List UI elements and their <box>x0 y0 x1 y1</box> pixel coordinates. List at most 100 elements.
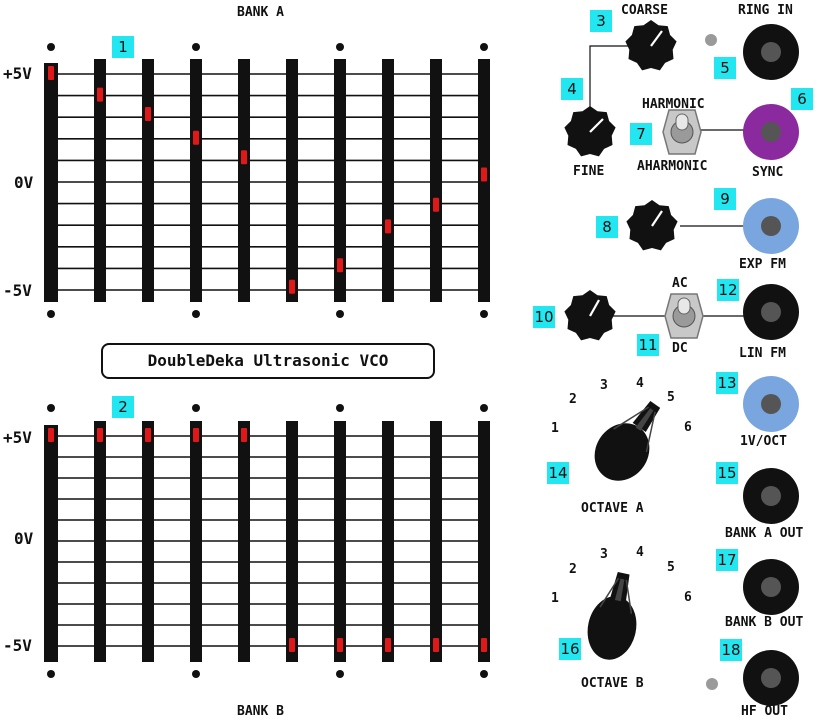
bank-b-out-label: BANK B OUT <box>725 615 804 630</box>
mount-dot <box>192 670 200 678</box>
slider-track[interactable] <box>286 421 298 662</box>
slider-handle-led[interactable] <box>193 428 199 442</box>
octave-b-number-6: 6 <box>684 590 692 605</box>
slider-handle-led[interactable] <box>193 130 199 145</box>
slider-track[interactable] <box>142 421 154 662</box>
hf-out-jack[interactable] <box>743 650 799 706</box>
slider-handle-led[interactable] <box>241 150 247 165</box>
badge-15: 15 <box>716 462 738 484</box>
sync-jack[interactable] <box>743 104 799 160</box>
mount-dot <box>47 404 55 412</box>
hf-out-label: HF OUT <box>741 704 788 719</box>
slider-handle-led[interactable] <box>289 638 295 652</box>
badge-11: 11 <box>637 334 659 356</box>
slider-track[interactable] <box>430 59 442 302</box>
slider-handle-led[interactable] <box>385 219 391 234</box>
slider-track[interactable] <box>190 421 202 662</box>
octave-b-label: OCTAVE B <box>581 676 644 691</box>
bank-b-out-jack[interactable] <box>743 559 799 615</box>
slider-handle-led[interactable] <box>48 428 54 442</box>
bank-a-out-jack[interactable] <box>743 468 799 524</box>
slider-track[interactable] <box>44 425 58 662</box>
aharmonic-label: AHARMONIC <box>637 159 708 174</box>
octave-a-label: OCTAVE A <box>581 501 644 516</box>
coarse-knob[interactable] <box>625 20 677 71</box>
slider-handle-led[interactable] <box>433 638 439 652</box>
lin-fm-knob[interactable] <box>564 290 616 341</box>
slider-handle-led[interactable] <box>385 638 391 652</box>
ring-in-jack[interactable] <box>743 24 799 80</box>
slider-track[interactable] <box>382 421 394 662</box>
slider-track[interactable] <box>286 59 298 302</box>
slider-track[interactable] <box>44 63 58 302</box>
mount-dot <box>192 404 200 412</box>
octave-b-number-4: 4 <box>636 545 644 560</box>
ac-dc-toggle-switch[interactable] <box>664 293 704 339</box>
bank-a-label: BANK A <box>237 5 284 20</box>
slider-track[interactable] <box>334 421 346 662</box>
voct-jack[interactable] <box>743 376 799 432</box>
lin-fm-jack[interactable] <box>743 284 799 340</box>
slider-track[interactable] <box>382 59 394 302</box>
slider-handle-led[interactable] <box>433 197 439 212</box>
slider-handle-led[interactable] <box>481 638 487 652</box>
octave-b-number-5: 5 <box>667 560 675 575</box>
slider-handle-led[interactable] <box>97 428 103 442</box>
mount-dot <box>336 670 344 678</box>
octave-b-number-1: 1 <box>551 591 559 606</box>
badge-13: 13 <box>716 372 738 394</box>
octave-a-number-4: 4 <box>636 376 644 391</box>
badge-18: 18 <box>720 639 742 661</box>
badge-16: 16 <box>559 638 581 660</box>
octave-b-number-2: 2 <box>569 562 577 577</box>
slider-handle-led[interactable] <box>97 87 103 102</box>
exp-fm-knob[interactable] <box>626 200 678 251</box>
badge-4: 4 <box>561 78 583 100</box>
slider-handle-led[interactable] <box>337 638 343 652</box>
bank-a-sequencer <box>44 43 490 318</box>
sync-label: SYNC <box>752 165 784 180</box>
fine-label: FINE <box>573 164 605 179</box>
harmonic-toggle-switch[interactable] <box>662 109 702 155</box>
slider-track[interactable] <box>94 59 106 302</box>
badge-5: 5 <box>714 57 736 79</box>
fine-knob[interactable] <box>564 106 616 157</box>
ring-in-led <box>705 34 717 46</box>
harmonic-label: HARMONIC <box>642 97 705 112</box>
coarse-label: COARSE <box>621 3 668 18</box>
slider-track[interactable] <box>238 421 250 662</box>
exp-fm-label: EXP FM <box>739 257 786 272</box>
badge-9: 9 <box>714 188 736 210</box>
slider-handle-led[interactable] <box>48 66 54 80</box>
slider-track[interactable] <box>430 421 442 662</box>
slider-handle-led[interactable] <box>481 167 487 182</box>
bank-a-0v-label: 0V <box>14 173 34 192</box>
slider-track[interactable] <box>94 421 106 662</box>
slider-track[interactable] <box>238 59 250 302</box>
slider-handle-led[interactable] <box>337 258 343 273</box>
slider-handle-led[interactable] <box>241 428 247 442</box>
mount-dot <box>47 310 55 318</box>
exp-fm-jack[interactable] <box>743 198 799 254</box>
badge-6: 6 <box>791 88 813 110</box>
slider-handle-led[interactable] <box>145 428 151 442</box>
slider-track[interactable] <box>478 421 490 662</box>
dc-label: DC <box>672 341 688 356</box>
mount-dot <box>480 43 488 51</box>
voct-label: 1V/OCT <box>740 434 787 449</box>
octave-a-selector-knob[interactable] <box>583 390 676 492</box>
mount-dot <box>336 310 344 318</box>
mount-dot <box>480 310 488 318</box>
mount-dot <box>192 43 200 51</box>
ring-in-label: RING IN <box>738 3 793 18</box>
octave-a-number-1: 1 <box>551 421 559 436</box>
badge-10: 10 <box>533 306 555 328</box>
slider-track[interactable] <box>334 59 346 302</box>
slider-handle-led[interactable] <box>289 279 295 294</box>
octave-b-selector-knob[interactable] <box>582 568 647 664</box>
slider-handle-led[interactable] <box>145 107 151 121</box>
slider-track[interactable] <box>142 59 154 302</box>
mount-dot <box>480 404 488 412</box>
slider-track[interactable] <box>190 59 202 302</box>
